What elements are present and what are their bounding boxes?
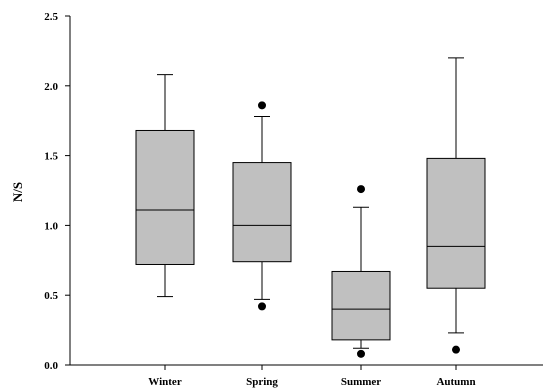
y-tick-label: 1.5 <box>44 151 58 163</box>
box-iqr <box>232 162 292 263</box>
box-spring <box>232 101 292 311</box>
y-axis-title: N/S <box>10 182 25 202</box>
x-tick-label: Winter <box>148 376 182 388</box>
x-tick-label: Summer <box>341 376 381 388</box>
y-tick-label: 2.0 <box>44 81 58 93</box>
plot-area <box>135 57 486 358</box>
outlier-point <box>452 345 460 354</box>
outlier-point <box>357 349 365 358</box>
y-tick-label: 1.0 <box>44 220 58 232</box>
axes: 0.0 0.5 1.0 1.5 2.0 2.5 Winter Spring Summer Autu… <box>44 11 543 388</box>
box-winter <box>135 74 195 298</box>
x-tick-label: Spring <box>246 376 278 388</box>
box-iqr <box>331 270 391 341</box>
y-tick-label: 0.5 <box>44 290 58 302</box>
box-iqr <box>426 157 486 289</box>
outlier-point <box>258 302 266 311</box>
y-tick-label: 0.0 <box>44 360 58 372</box>
outlier-point <box>258 101 266 110</box>
box-iqr <box>135 129 195 265</box>
box-summer <box>331 185 391 358</box>
x-tick-label: Autumn <box>436 376 475 388</box>
y-tick-label: 2.5 <box>44 11 58 23</box>
box-autumn <box>426 57 486 354</box>
outlier-point <box>357 185 365 194</box>
